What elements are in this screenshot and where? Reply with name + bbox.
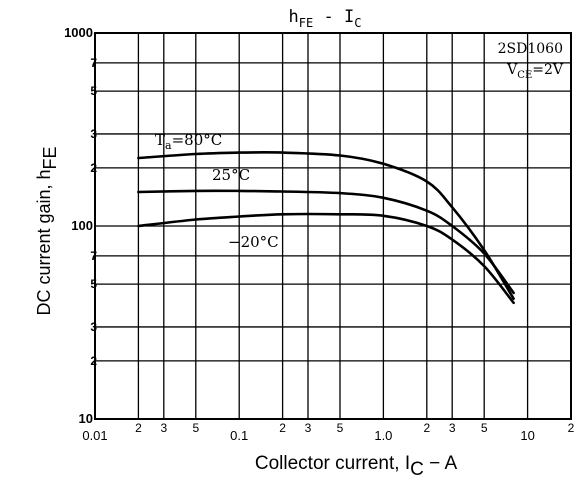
y-tick-label: 2 (90, 161, 97, 175)
x-tick-label: 5 (481, 421, 488, 435)
x-tick-label: 5 (337, 421, 344, 435)
series-label-80c: Ta=80°C (155, 131, 222, 152)
y-tick-label: 100 (71, 218, 93, 233)
x-tick-label: 10 (520, 428, 534, 443)
y-tick-label: 7 (90, 56, 97, 70)
series-line-80c (137, 151, 515, 300)
series-layer (137, 151, 515, 305)
x-tick-label: 2 (568, 421, 575, 435)
x-tick-label: 3 (449, 421, 456, 435)
y-tick-label: 7 (90, 249, 97, 263)
x-tick-label: 3 (160, 421, 167, 435)
y-tick-label: 1000 (64, 25, 93, 40)
x-tick-label: 3 (305, 421, 312, 435)
x-tick-label: 0.01 (82, 428, 107, 443)
x-tick-label: 2 (135, 421, 142, 435)
series-line-minus20c (137, 212, 515, 305)
condition-annotation: VCE=2V (506, 62, 564, 81)
series-line-25c (137, 189, 515, 295)
chart-title: hFE - IC (289, 7, 362, 30)
x-axis-label: Collector current, IC − A (255, 453, 458, 480)
x-tick-label: 2 (279, 421, 286, 435)
device-annotation: 2SD1060 (498, 41, 563, 57)
y-tick-label: 10 (79, 411, 93, 426)
series-label-minus20c: −20°C (228, 233, 279, 251)
x-tick-label: 0.1 (230, 428, 248, 443)
y-axis-label: DC current gain, hFE (34, 146, 60, 315)
plot-frame (94, 32, 572, 420)
grid-layer (95, 33, 571, 419)
x-tick-label: 1.0 (374, 428, 392, 443)
series-label-25c: 25°C (212, 166, 250, 184)
y-tick-label: 5 (90, 277, 97, 291)
y-tick-label: 3 (90, 320, 97, 334)
x-tick-label: 5 (192, 421, 199, 435)
tick-labels: 0.01 0.1 1.0 10 2 3 5 2 3 5 2 3 5 2 10 100 1000 2 3 5 7 2 3 5 7 (64, 25, 575, 443)
y-tick-label: 3 (90, 127, 97, 141)
y-tick-label: 5 (90, 84, 97, 98)
y-tick-label: 2 (90, 354, 97, 368)
x-tick-label: 2 (423, 421, 430, 435)
